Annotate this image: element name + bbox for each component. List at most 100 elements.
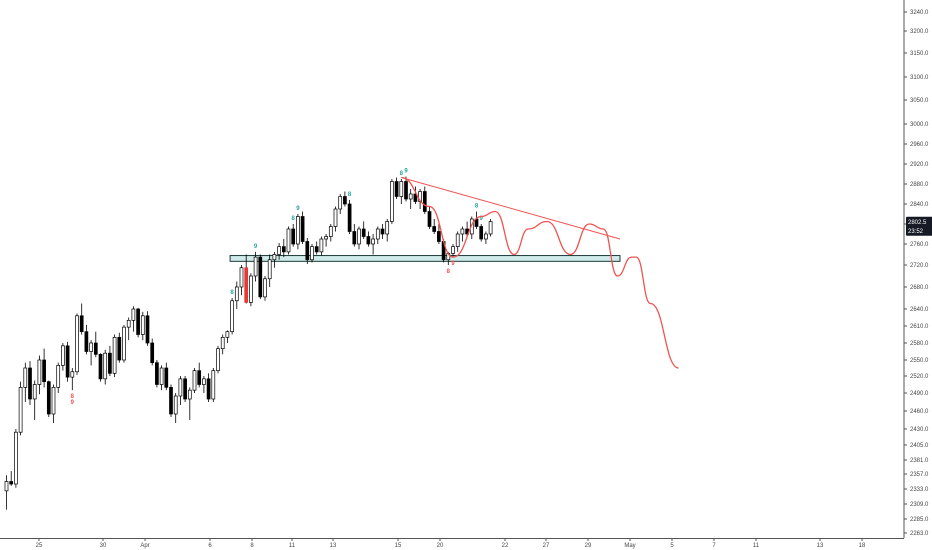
price-tick-label: 2580.0 — [910, 341, 929, 347]
candle-body — [263, 278, 267, 298]
candle — [192, 368, 197, 393]
candle — [460, 226, 465, 242]
candle — [14, 429, 18, 488]
candle-body — [380, 228, 385, 235]
candle-body — [197, 370, 202, 385]
candle — [112, 334, 117, 378]
candle — [305, 238, 310, 264]
candle — [272, 251, 277, 268]
candle — [65, 341, 70, 382]
candle — [244, 254, 249, 304]
candle — [56, 362, 61, 393]
candle — [89, 340, 93, 366]
candle-body — [178, 378, 183, 397]
candle — [136, 307, 140, 338]
sequential-count-label: 9 — [296, 206, 300, 212]
candle-body — [281, 246, 286, 253]
candle-body — [230, 300, 234, 333]
candle-body — [277, 246, 281, 255]
candle — [197, 362, 202, 388]
candle — [253, 251, 258, 282]
sequential-count-label: 8 — [400, 171, 404, 177]
price-tick-label: 2285.0 — [910, 517, 929, 523]
candle-body — [65, 345, 70, 378]
candle-body — [159, 367, 164, 385]
candle-body — [122, 326, 126, 361]
candle — [324, 234, 328, 247]
candle-body — [319, 238, 324, 253]
candle-body — [324, 236, 328, 240]
candle-body — [366, 236, 371, 245]
candle-body — [347, 203, 352, 232]
bar-countdown: 23:52 — [908, 229, 924, 235]
candle — [61, 343, 65, 371]
candle-body — [272, 254, 277, 261]
price-tick-label: 2333.0 — [910, 487, 929, 493]
candle — [9, 471, 14, 486]
candle — [225, 330, 230, 343]
candle — [455, 231, 460, 252]
candle-body — [136, 308, 140, 335]
price-tick-label: 2381.0 — [910, 458, 929, 464]
drawn-lines — [401, 176, 679, 369]
candle — [413, 186, 418, 204]
candle — [51, 384, 56, 423]
candle-body — [108, 352, 112, 374]
candle — [37, 355, 42, 395]
time-tick-label: 5 — [670, 543, 674, 549]
candle-body — [437, 231, 441, 242]
candle — [258, 254, 263, 300]
candle-body — [103, 352, 108, 380]
candle — [202, 376, 206, 393]
candle-body — [422, 191, 427, 212]
candle — [375, 226, 380, 244]
candle — [75, 313, 79, 375]
candle — [319, 236, 324, 256]
sequential-count-label: 8 — [292, 216, 296, 222]
time-tick-label: 6 — [208, 543, 212, 549]
candle — [164, 362, 169, 391]
candle-body — [216, 348, 220, 372]
price-axis[interactable]: 3240.0 3200.0 3150.0 3100.0 3050.0 3000.0 2960… — [903, 0, 929, 538]
price-tick-label: 2263.0 — [910, 531, 929, 537]
time-tick-label: 30 — [100, 543, 107, 549]
candle — [390, 179, 394, 224]
candle-body — [117, 336, 122, 361]
candle-body — [361, 228, 366, 237]
candle-body — [427, 211, 432, 227]
candle-body — [484, 233, 488, 240]
candle-body — [253, 256, 258, 277]
time-axis[interactable]: 25 30 Apr 6 8 11 13 15 20 22 27 29 May 5 7 11 13 18 — [0, 538, 904, 549]
time-tick-label: 20 — [437, 543, 444, 549]
sequential-count-label: 8 — [447, 269, 451, 275]
candle — [479, 224, 484, 242]
candle — [230, 298, 234, 335]
price-tick-label: 2520.0 — [910, 374, 929, 380]
candle — [366, 231, 371, 247]
price-tick-label: 2550.0 — [910, 358, 929, 364]
candle — [385, 219, 390, 242]
time-tick-label: 11 — [753, 543, 760, 549]
candle-body — [404, 181, 408, 200]
candle-body — [455, 233, 460, 247]
price-tick-label: 2880.0 — [910, 182, 929, 188]
candle — [328, 224, 333, 242]
time-tick-label: 29 — [585, 543, 592, 549]
candle-body — [413, 193, 418, 202]
candle-body — [18, 386, 23, 433]
candle-body — [371, 238, 375, 245]
candle — [145, 311, 150, 346]
candle-body — [258, 256, 263, 298]
candle — [357, 226, 361, 250]
candle — [126, 317, 131, 341]
price-tick-label: 2760.0 — [910, 242, 929, 248]
candle — [122, 324, 126, 363]
candle-body — [28, 367, 32, 400]
candle-body — [173, 395, 178, 415]
candle — [310, 244, 314, 263]
candle-body — [211, 370, 216, 400]
support-zone-rect — [229, 255, 621, 262]
candle — [343, 191, 347, 207]
candle — [117, 332, 122, 363]
